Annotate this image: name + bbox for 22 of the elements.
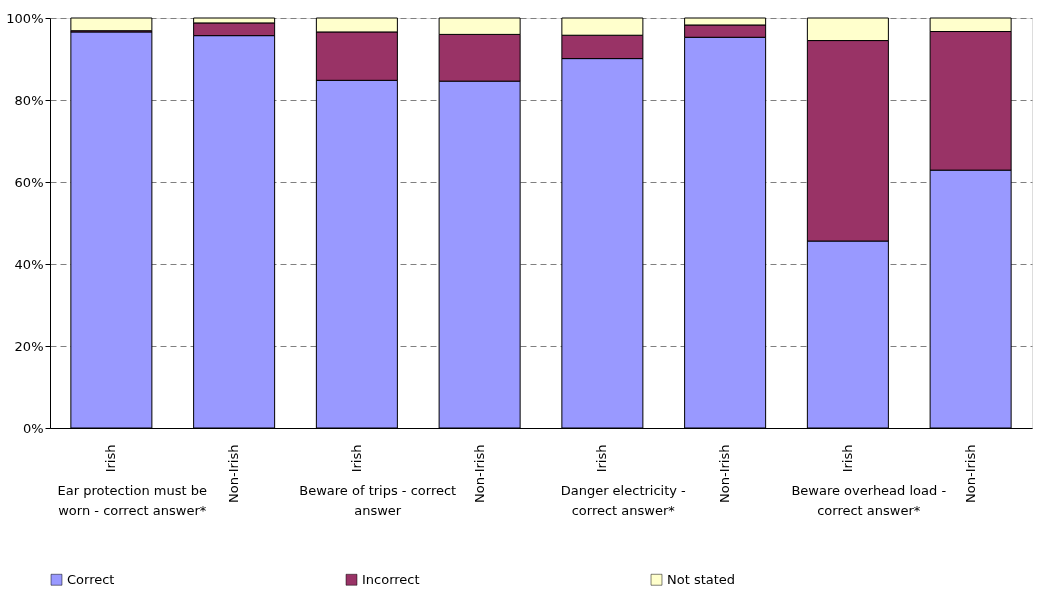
- x-tick-label: Irish: [594, 444, 610, 473]
- text: Beware overhead load - correct answer*: [791, 483, 947, 518]
- y-tick-label: 20%: [14, 338, 44, 354]
- x-tick-label: Irish: [839, 444, 855, 473]
- x-tick-label: Non-Irish: [962, 444, 978, 503]
- text: Danger electricity - correct answer*: [560, 483, 687, 518]
- legend-label: Not stated: [667, 571, 736, 587]
- text: Ear protection must be worn - correct answer*: [57, 483, 207, 518]
- x-tick-label: Non-Irish: [226, 444, 242, 503]
- y-tick-label: 60%: [14, 174, 44, 190]
- x-tick-label: Non-Irish: [471, 444, 487, 503]
- bar: [70, 17, 153, 32]
- y-tick-label: 100%: [6, 10, 44, 26]
- y-tick-label: 0%: [22, 420, 44, 436]
- legend-label: Incorrect: [362, 571, 420, 587]
- x-tick-label: Irish: [103, 444, 119, 473]
- y-tick-label: 40%: [14, 256, 44, 272]
- x-tick-label: Irish: [348, 444, 364, 473]
- text: Beware of trips - correct answer: [299, 483, 457, 518]
- x-tick-label: Non-Irish: [717, 444, 733, 503]
- legend-label: Correct: [67, 571, 115, 587]
- y-tick-label: 80%: [14, 92, 44, 108]
